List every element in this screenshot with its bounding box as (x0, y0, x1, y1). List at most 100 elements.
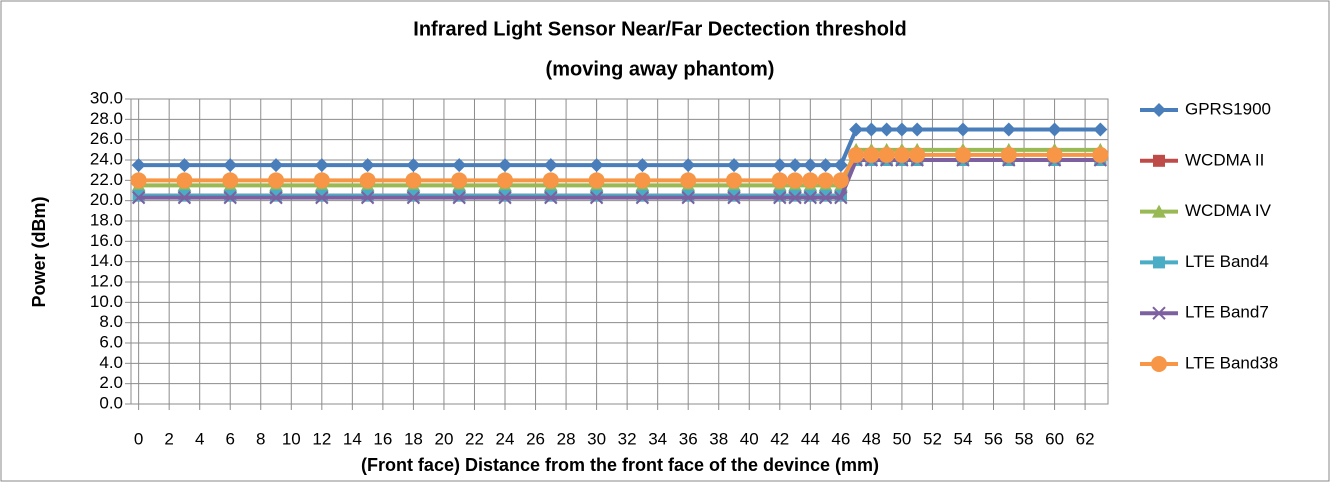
legend-label: WCDMA II (1185, 150, 1264, 169)
marker (588, 172, 605, 189)
marker (315, 190, 329, 205)
y-tick-label: 16.0 (90, 231, 123, 250)
marker (1153, 154, 1165, 167)
marker (863, 146, 880, 163)
marker (727, 190, 741, 205)
marker (223, 158, 238, 173)
plot-border (130, 98, 1109, 405)
x-tick-label: 34 (648, 429, 667, 448)
marker (178, 189, 191, 202)
y-tick-label: 14.0 (90, 251, 123, 270)
marker (498, 190, 512, 205)
marker (955, 122, 970, 137)
marker (832, 172, 849, 189)
marker (910, 122, 925, 137)
marker (1152, 306, 1166, 320)
marker (725, 172, 742, 189)
marker (269, 158, 284, 173)
marker (818, 158, 833, 173)
x-tick-label: 50 (892, 429, 911, 448)
marker (1000, 146, 1017, 163)
marker (268, 172, 285, 189)
marker (452, 190, 466, 205)
y-tick-label: 12.0 (90, 271, 123, 290)
legend-entry: WCDMA II (1140, 150, 1264, 169)
marker (894, 122, 909, 137)
x-tick-label: 42 (770, 429, 789, 448)
marker (452, 158, 467, 173)
y-tick-label: 20.0 (90, 190, 123, 209)
x-tick-label: 36 (679, 429, 698, 448)
x-tick-label: 12 (312, 429, 331, 448)
marker (498, 158, 513, 173)
marker (222, 172, 239, 189)
marker (680, 172, 697, 189)
x-tick-label: 52 (923, 429, 942, 448)
marker (772, 158, 787, 173)
marker (224, 189, 237, 202)
marker (818, 190, 833, 205)
marker (849, 122, 864, 137)
marker (1152, 103, 1166, 117)
marker (1153, 256, 1165, 269)
marker (1093, 122, 1108, 137)
marker (176, 172, 193, 189)
x-tick-label: 54 (954, 429, 973, 448)
marker (803, 158, 818, 173)
marker (1001, 122, 1016, 137)
marker (833, 158, 848, 173)
marker (1151, 356, 1167, 372)
marker (864, 122, 879, 137)
marker (1092, 146, 1109, 163)
x-tick-label: 46 (831, 429, 850, 448)
marker (406, 190, 421, 205)
series-line (138, 158, 1101, 200)
y-tick-label: 30.0 (90, 88, 123, 107)
x-tick-label: 62 (1076, 429, 1095, 448)
x-tick-label: 24 (496, 429, 515, 448)
marker (543, 158, 558, 173)
marker (315, 189, 328, 202)
marker (542, 172, 559, 189)
marker (497, 172, 514, 189)
marker (773, 189, 786, 202)
marker (878, 146, 895, 163)
y-tick-label: 10.0 (90, 292, 123, 311)
x-tick-label: 60 (1045, 429, 1064, 448)
marker (802, 172, 819, 189)
marker (1046, 146, 1063, 163)
x-tick-label: 40 (740, 429, 759, 448)
legend-entry: LTE Band4 (1140, 252, 1269, 271)
marker (405, 172, 422, 189)
legend-label: LTE Band7 (1185, 303, 1269, 322)
marker (406, 158, 421, 173)
marker (270, 189, 283, 202)
x-tick-label: 58 (1015, 429, 1034, 448)
legend-label: GPRS1900 (1185, 99, 1271, 118)
series-line (138, 147, 1101, 188)
marker (499, 189, 512, 202)
marker (834, 190, 848, 205)
marker (453, 189, 466, 202)
marker (360, 190, 375, 205)
chart-subtitle: (moving away phantom) (546, 58, 775, 80)
x-tick-label: 48 (862, 429, 881, 448)
marker (804, 189, 817, 202)
marker (177, 158, 192, 173)
x-tick-label: 28 (557, 429, 576, 448)
marker (361, 189, 374, 202)
x-tick-label: 38 (709, 429, 728, 448)
marker (819, 189, 832, 202)
x-tick-label: 32 (618, 429, 637, 448)
y-tick-label: 28.0 (90, 109, 123, 128)
marker (451, 172, 468, 189)
x-tick-label: 4 (195, 429, 204, 448)
marker (360, 158, 375, 173)
marker (407, 189, 420, 202)
x-tick-label: 6 (225, 429, 234, 448)
legend-label: LTE Band4 (1185, 252, 1269, 271)
marker (726, 158, 741, 173)
y-tick-label: 2.0 (99, 373, 123, 392)
marker (788, 190, 802, 205)
series-line (138, 127, 1101, 168)
